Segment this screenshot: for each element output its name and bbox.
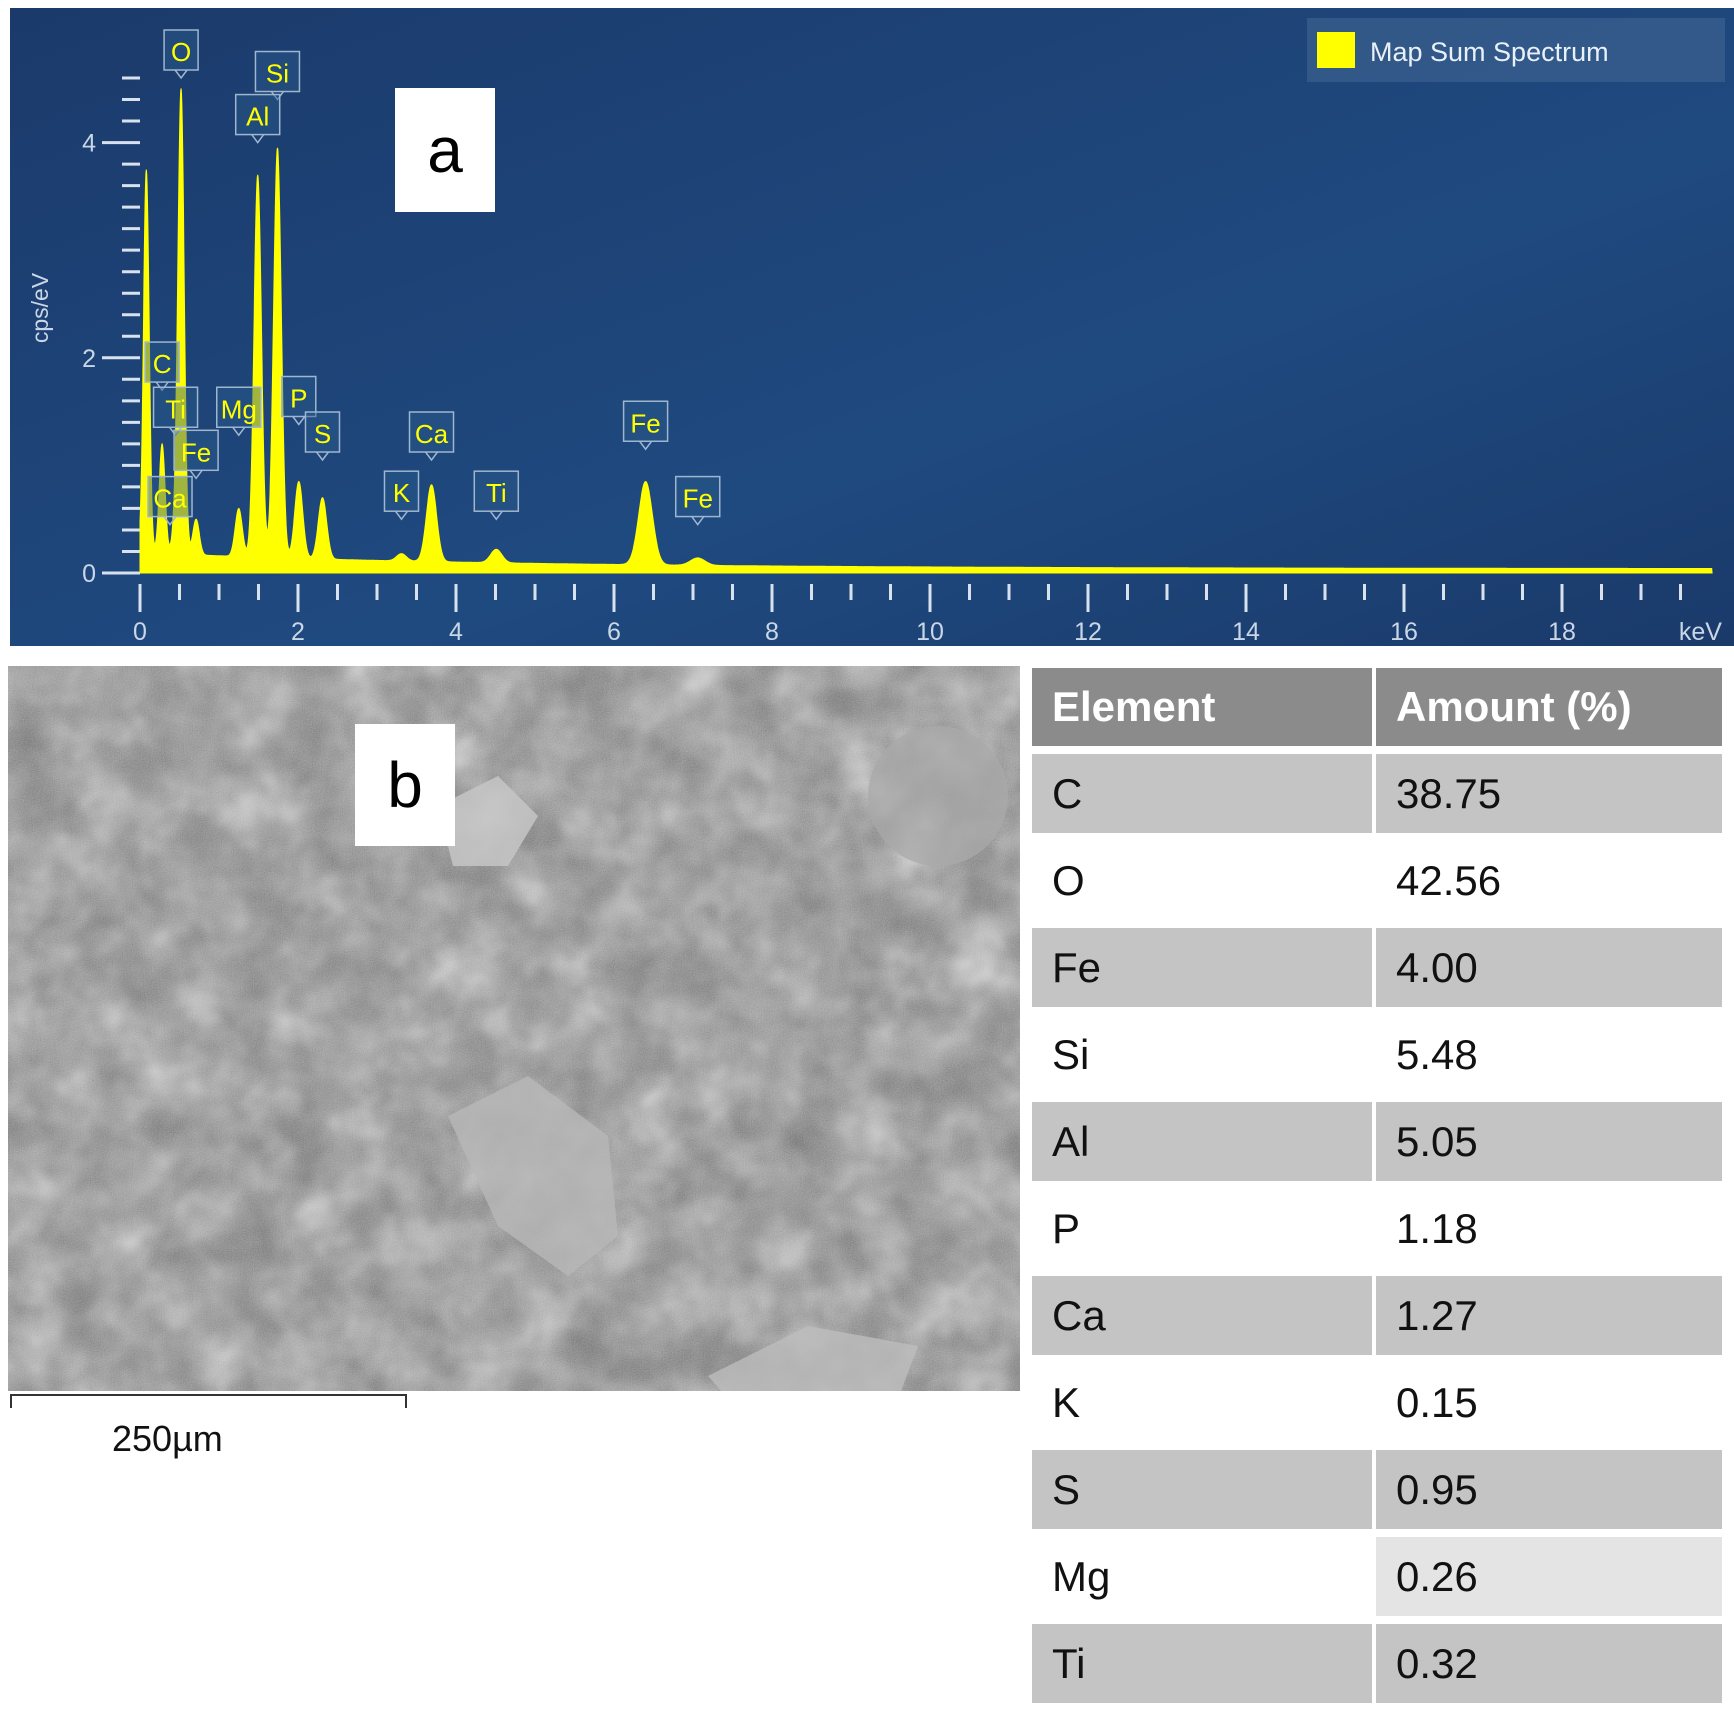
y-tick-label: 4 bbox=[82, 130, 96, 158]
x-tick-label: 16 bbox=[1390, 618, 1418, 646]
cell-amount: 1.18 bbox=[1376, 1189, 1722, 1268]
header-element: Element bbox=[1032, 668, 1372, 746]
round-particle bbox=[868, 726, 1008, 866]
cell-element: P bbox=[1032, 1189, 1372, 1268]
x-tick-label: 18 bbox=[1548, 618, 1576, 646]
peak-label-text: Fe bbox=[181, 437, 211, 467]
sem-image bbox=[8, 666, 1020, 1391]
cell-element: C bbox=[1032, 754, 1372, 833]
x-axis-label: keV bbox=[1679, 618, 1722, 646]
cell-amount: 5.05 bbox=[1376, 1102, 1722, 1181]
peak-label-text: S bbox=[314, 419, 331, 449]
cell-element: K bbox=[1032, 1363, 1372, 1442]
panel-label-a: a bbox=[395, 88, 495, 212]
peak-label-text: Ti bbox=[165, 394, 186, 424]
cell-amount: 0.15 bbox=[1376, 1363, 1722, 1442]
cell-element: Al bbox=[1032, 1102, 1372, 1181]
cell-amount: 0.95 bbox=[1376, 1450, 1722, 1529]
x-tick-label: 4 bbox=[449, 618, 463, 646]
cell-amount: 4.00 bbox=[1376, 928, 1722, 1007]
cell-element: Fe bbox=[1032, 928, 1372, 1007]
y-tick-label: 0 bbox=[82, 560, 96, 588]
table-header-row: Element Amount (%) bbox=[1032, 668, 1722, 746]
peak-label-text: Fe bbox=[630, 408, 660, 438]
sem-micrograph: b bbox=[8, 666, 1020, 1391]
cell-element: Mg bbox=[1032, 1537, 1372, 1616]
legend-swatch bbox=[1317, 32, 1355, 68]
peak-label-text: Fe bbox=[683, 484, 713, 514]
cell-element: O bbox=[1032, 841, 1372, 920]
scale-bar-label: 250µm bbox=[112, 1418, 223, 1460]
x-tick-label: 2 bbox=[291, 618, 305, 646]
x-tick-label: 10 bbox=[916, 618, 944, 646]
peak-label-text: Mg bbox=[221, 394, 257, 424]
header-amount: Amount (%) bbox=[1376, 668, 1722, 746]
x-tick-label: 14 bbox=[1232, 618, 1260, 646]
y-tick-label: 2 bbox=[82, 345, 96, 373]
cell-amount: 42.56 bbox=[1376, 841, 1722, 920]
eds-spectrum-chart: 0 2 4 6 8 10 12 14 16 18 keV 0 2 4 cps/eV O Si Al C Ti Fe Ca… bbox=[10, 8, 1734, 646]
peak-label-text: C bbox=[153, 349, 172, 379]
cell-amount: 0.32 bbox=[1376, 1624, 1722, 1703]
x-tick-label: 12 bbox=[1074, 618, 1102, 646]
peak-label-text: Ca bbox=[415, 419, 449, 449]
peak-label-text: Al bbox=[246, 102, 269, 132]
peak-label-text: Si bbox=[266, 59, 289, 89]
x-tick-label: 6 bbox=[607, 618, 621, 646]
cell-element: Si bbox=[1032, 1015, 1372, 1094]
spectrum-plot: 0 2 4 6 8 10 12 14 16 18 keV 0 2 4 cps/eV O Si Al C Ti Fe Ca… bbox=[10, 8, 1734, 646]
cell-amount: 1.27 bbox=[1376, 1276, 1722, 1355]
cell-element: S bbox=[1032, 1450, 1372, 1529]
cell-amount: 38.75 bbox=[1376, 754, 1722, 833]
peak-label-text: O bbox=[171, 37, 191, 67]
cell-amount: 5.48 bbox=[1376, 1015, 1722, 1094]
peak-label-text: P bbox=[290, 384, 307, 414]
x-tick-label: 8 bbox=[765, 618, 779, 646]
x-tick-label: 0 bbox=[133, 618, 147, 646]
panel-label-b: b bbox=[355, 724, 455, 846]
legend-label: Map Sum Spectrum bbox=[1370, 37, 1609, 67]
peak-label-text: Ti bbox=[486, 478, 507, 508]
cell-element: Ti bbox=[1032, 1624, 1372, 1703]
y-axis-label: cps/eV bbox=[27, 272, 53, 343]
legend: Map Sum Spectrum bbox=[1307, 18, 1725, 82]
peak-label-text: K bbox=[393, 478, 411, 508]
cell-element: Ca bbox=[1032, 1276, 1372, 1355]
peak-label-text: Ca bbox=[153, 484, 187, 514]
cell-amount: 0.26 bbox=[1376, 1537, 1722, 1616]
scale-bar bbox=[10, 1394, 407, 1408]
